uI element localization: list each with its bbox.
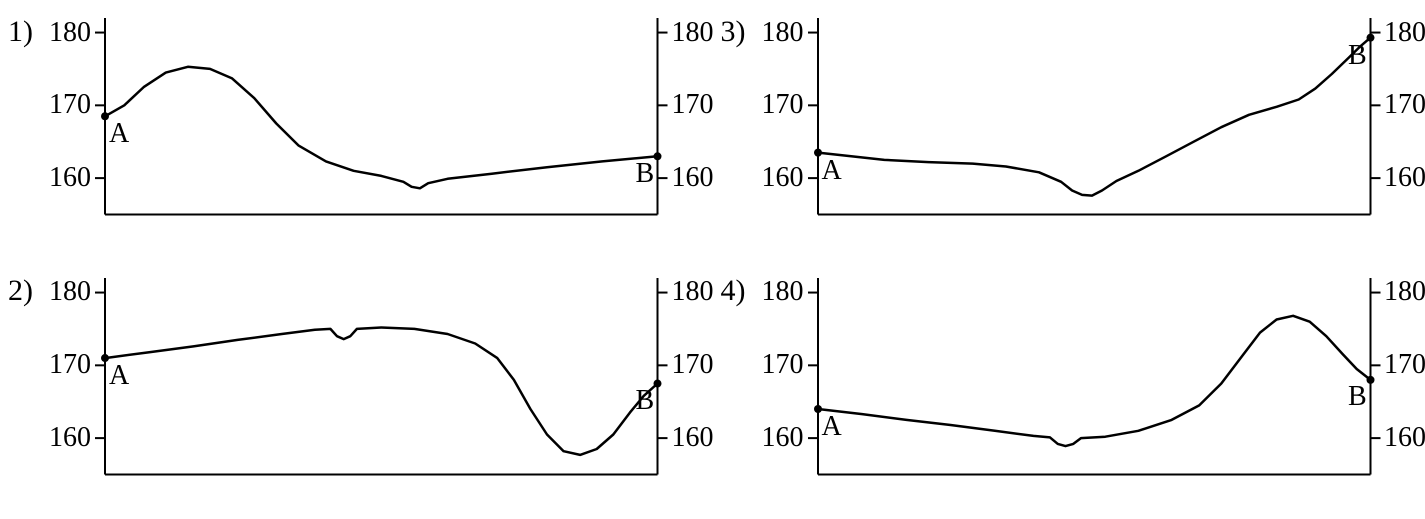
ytick-left: 160	[49, 162, 91, 194]
ytick-left: 180	[762, 276, 804, 308]
panel-2: 2) 160 170 180 160 170 180 A B	[0, 260, 713, 519]
point-b-label: B	[636, 385, 655, 417]
point-b-marker	[654, 152, 662, 160]
ytick-right: 170	[1384, 349, 1425, 381]
ytick-left: 180	[762, 17, 804, 49]
axes-svg	[713, 0, 1425, 260]
ytick-right: 160	[1384, 422, 1425, 454]
ytick-left: 170	[762, 349, 804, 381]
point-a-marker	[814, 405, 822, 413]
profile-curve	[818, 38, 1371, 196]
ytick-left: 170	[49, 349, 91, 381]
ytick-right: 180	[1384, 17, 1425, 49]
panel-number: 2)	[8, 274, 33, 308]
axes-svg	[713, 260, 1425, 519]
point-b-marker	[654, 379, 662, 387]
point-a-marker	[814, 149, 822, 157]
ytick-right: 180	[672, 276, 714, 308]
point-a-label: A	[822, 155, 842, 187]
ytick-left: 180	[49, 276, 91, 308]
ytick-left: 160	[49, 422, 91, 454]
ytick-right: 160	[672, 162, 714, 194]
panel-4: 4) 160 170 180 160 170 180 A B	[713, 260, 1425, 519]
ytick-right: 180	[1384, 276, 1425, 308]
ytick-right: 170	[672, 89, 714, 121]
point-b-label: B	[636, 158, 655, 190]
profile-curve	[105, 67, 658, 189]
ytick-left: 160	[762, 162, 804, 194]
panel-number: 1)	[8, 15, 33, 49]
point-a-label: A	[822, 411, 842, 443]
axes-svg	[0, 260, 713, 519]
ytick-right: 180	[672, 17, 714, 49]
panel-3: 3) 160 170 180 160 170 180 A B	[713, 0, 1425, 260]
point-a-label: A	[109, 118, 129, 150]
point-b-label: B	[1348, 40, 1367, 72]
point-b-label: B	[1348, 381, 1367, 413]
point-a-marker	[101, 354, 109, 362]
point-b-marker	[1366, 34, 1374, 42]
profile-curve	[105, 327, 658, 454]
ytick-right: 170	[1384, 89, 1425, 121]
ytick-right: 160	[1384, 162, 1425, 194]
ytick-left: 180	[49, 17, 91, 49]
point-a-label: A	[109, 360, 129, 392]
panel-1: 1) 160 170 180 160 170 180 A B	[0, 0, 713, 260]
ytick-left: 170	[49, 89, 91, 121]
profile-curve	[818, 315, 1371, 445]
axes-svg	[0, 0, 713, 260]
ytick-right: 170	[672, 349, 714, 381]
panel-number: 3)	[721, 15, 746, 49]
panel-number: 4)	[721, 274, 746, 308]
ytick-left: 160	[762, 422, 804, 454]
point-a-marker	[101, 112, 109, 120]
ytick-left: 170	[762, 89, 804, 121]
point-b-marker	[1366, 375, 1374, 383]
ytick-right: 160	[672, 422, 714, 454]
